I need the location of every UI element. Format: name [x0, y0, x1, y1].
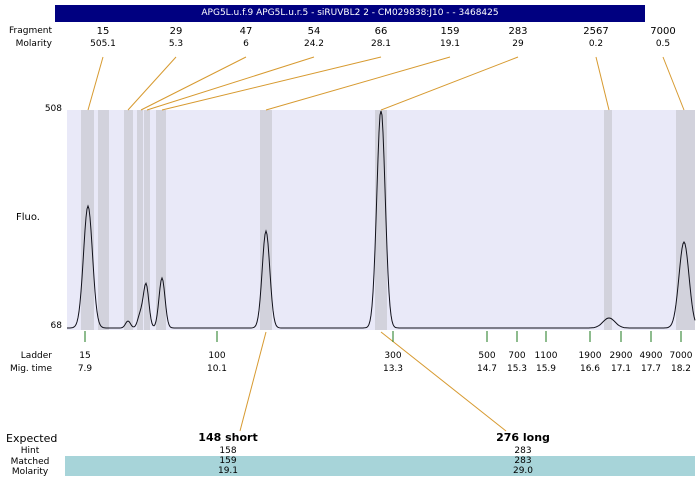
fragment-connector-line [662, 56, 685, 111]
fragment-band [98, 110, 109, 330]
matched-value: 283 [514, 456, 532, 466]
fragment-molarity-label: 0.2 [588, 39, 604, 49]
fragment-row-label: Fragment [9, 26, 52, 36]
fragment-connector-line [140, 56, 247, 111]
fragment-size-label: 15 [96, 26, 110, 37]
expected-title: 276 long [496, 431, 550, 444]
fluorescence-trace [67, 110, 696, 329]
y-axis-min: 68 [50, 321, 62, 331]
hint-value: 283 [514, 446, 532, 456]
ladder-size-label: 2900 [609, 351, 633, 361]
ladder-size-label: 4900 [639, 351, 663, 361]
molarity-values-row-label: Molarity [11, 467, 49, 477]
fragment-band [81, 110, 94, 330]
fragment-connector-line [127, 56, 177, 111]
expected-title: 148 short [198, 431, 258, 444]
ladder-time-label: 10.1 [206, 364, 228, 374]
fragment-band [604, 110, 612, 330]
ladder-time-label: 15.3 [506, 364, 528, 374]
fragment-band [375, 110, 387, 330]
ladder-time-label: 18.2 [670, 364, 692, 374]
fragment-molarity-label: 6 [243, 39, 249, 49]
expected-connector-line [239, 331, 267, 432]
fragment-band [260, 110, 272, 330]
ladder-size-label: 7000 [669, 351, 693, 361]
fragment-molarity-label: 24.2 [303, 39, 325, 49]
fragment-band [137, 110, 143, 330]
molarity-value: 19.1 [217, 466, 239, 476]
fragment-size-label: 2567 [583, 26, 609, 37]
ladder-time-label: 14.7 [476, 364, 498, 374]
fragment-size-label: 47 [239, 26, 253, 37]
fragment-size-label: 29 [169, 26, 183, 37]
molarity-value: 29.0 [512, 466, 534, 476]
ladder-time-label: 17.7 [640, 364, 662, 374]
fragment-molarity-label: 19.1 [439, 39, 461, 49]
fragment-size-label: 66 [374, 26, 388, 37]
hint-value: 158 [219, 446, 237, 456]
matched-row-stripe [65, 456, 695, 466]
migtime-row-label: Mig. time [9, 364, 52, 374]
fragment-connector-line [595, 56, 610, 111]
expected-section-label: Expected [6, 432, 58, 445]
y-axis-label: Fluo. [16, 212, 40, 223]
matched-value: 159 [219, 456, 237, 466]
ladder-size-label: 100 [208, 351, 226, 361]
matched-row-label: Matched [10, 457, 50, 467]
fragment-band [676, 110, 695, 330]
fragment-molarity-label: 0.5 [655, 39, 671, 49]
fragment-connector-line [161, 56, 382, 111]
fragment-size-label: 159 [440, 26, 460, 37]
ladder-time-label: 13.3 [382, 364, 404, 374]
fragment-size-label: 54 [307, 26, 321, 37]
fragment-connector-line [146, 56, 315, 111]
ladder-time-label: 15.9 [535, 364, 557, 374]
ladder-size-label: 1900 [578, 351, 602, 361]
ladder-size-label: 700 [508, 351, 526, 361]
ladder-time-label: 16.6 [579, 364, 601, 374]
fragment-molarity-label: 505.1 [90, 39, 116, 49]
expected-connector-line [380, 331, 507, 432]
hint-row-label: Hint [20, 446, 40, 456]
molarity-row-label: Molarity [15, 39, 52, 49]
fragment-connector-line [87, 56, 104, 111]
fragment-band [156, 110, 166, 330]
fragment-band [124, 110, 133, 330]
ladder-time-label: 7.9 [77, 364, 93, 374]
molarity-row-stripe [65, 466, 695, 476]
y-axis-max: 508 [44, 104, 62, 114]
fragment-size-label: 7000 [650, 26, 676, 37]
fragment-molarity-label: 28.1 [370, 39, 392, 49]
fragment-connector-line [265, 56, 451, 111]
ladder-size-label: 15 [79, 351, 91, 361]
fragment-size-label: 283 [508, 26, 528, 37]
ladder-size-label: 300 [384, 351, 402, 361]
fragment-molarity-label: 29 [512, 39, 524, 49]
ladder-row-label: Ladder [20, 351, 52, 361]
title-bar: APG5L.u.f.9 APG5L.u.r.5 - siRUVBL2 2 - C… [55, 5, 645, 22]
ladder-time-label: 17.1 [610, 364, 632, 374]
fragment-molarity-label: 5.3 [168, 39, 184, 49]
fragment-connector-line [380, 56, 519, 111]
ladder-size-label: 1100 [534, 351, 558, 361]
fragment-band [144, 110, 150, 330]
ladder-size-label: 500 [478, 351, 496, 361]
